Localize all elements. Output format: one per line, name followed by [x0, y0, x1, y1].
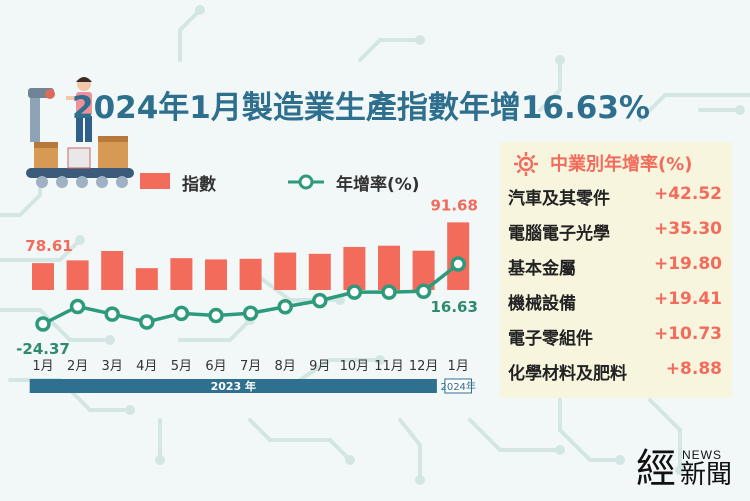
x-tick-label: 1月: [32, 359, 53, 374]
x-tick-label: 9月: [309, 359, 330, 374]
bar-value-label: 78.61: [25, 237, 72, 255]
legend: 指數 年增率(%): [140, 170, 440, 195]
brand-logo-news: NEWS: [682, 448, 722, 462]
bar: [447, 222, 470, 290]
growth-point: [173, 305, 190, 322]
growth-point: [104, 306, 120, 322]
bar: [274, 252, 297, 290]
panel-row: 汽車及其零件 +42.52: [508, 180, 726, 214]
bar: [101, 251, 124, 290]
legend-bar-label: 指數: [182, 175, 216, 195]
growth-point: [381, 284, 397, 300]
x-tick-label: 4月: [136, 359, 157, 374]
brand-logo-big: 經: [636, 446, 676, 492]
panel-title: 中業別年增率(%): [550, 154, 693, 175]
growth-point: [277, 299, 293, 315]
panel-row: 化學材料及肥料 +8.88: [508, 355, 726, 389]
panel-row-name: 機械設備: [508, 294, 576, 314]
legend-line-label: 年增率(%): [336, 175, 420, 195]
growth-point: [35, 316, 51, 332]
bar: [205, 259, 227, 290]
bar: [308, 253, 331, 290]
bar: [66, 260, 89, 290]
panel-row-name: 電腦電子光學: [508, 224, 610, 244]
x-tick-label: 11月: [374, 359, 404, 374]
brand-logo: 經 NEWS 新聞: [636, 446, 744, 492]
factory-conveyor-illustration: [26, 77, 134, 188]
x-tick-label: 6月: [205, 359, 226, 374]
panel-row-name: 電子零組件: [508, 329, 593, 349]
x-tick-label: 3月: [102, 359, 123, 374]
growth-point: [242, 305, 259, 321]
x-tick-label: 8月: [275, 359, 296, 374]
x-tick-label: 2月: [67, 359, 88, 374]
bar: [239, 258, 262, 290]
bar: [32, 263, 54, 290]
year-group-bar: [444, 378, 472, 394]
x-tick-label: 5月: [171, 359, 192, 374]
year-group-label: 2023 年: [211, 379, 256, 393]
growth-value-label: -24.37: [16, 340, 70, 358]
bar: [343, 246, 366, 290]
growth-point: [139, 314, 155, 330]
growth-point: [312, 292, 328, 309]
panel-row-name: 化學材料及肥料: [508, 364, 627, 384]
panel-row-name: 基本金屬: [508, 259, 576, 279]
growth-point: [69, 298, 86, 315]
panel-row: 基本金屬 +19.80: [508, 250, 726, 284]
panel-row-value: +10.73: [653, 324, 722, 344]
panel-row-value: +42.52: [653, 184, 722, 204]
panel-row-value: +19.41: [653, 289, 722, 309]
panel-row: 電腦電子光學 +35.30: [508, 215, 726, 249]
x-tick-label: 1月: [448, 359, 469, 374]
year-group-bar: [29, 379, 437, 393]
bar: [378, 245, 400, 290]
gear-wrench-icon: [514, 152, 538, 176]
growth-value-label: 16.63: [430, 298, 477, 316]
panel-row: 電子零組件 +10.73: [508, 320, 726, 354]
legend-bar-swatch: [140, 173, 170, 189]
panel-row: 機械設備 +19.41: [508, 285, 726, 319]
legend-line-swatch: [288, 174, 324, 190]
year-group-label: 2024年: [440, 380, 475, 393]
panel-row-value: +35.30: [653, 219, 722, 239]
panel-row-value: +8.88: [665, 359, 722, 379]
bar: [170, 258, 193, 290]
growth-point: [208, 307, 224, 324]
industry-growth-panel: 中業別年增率(%) 汽車及其零件 +42.52 電腦電子光學 +35.30 基本金屬 +1…: [500, 142, 732, 398]
x-tick-label: 7月: [240, 359, 261, 374]
bar: [412, 250, 435, 290]
x-tick-label: 10月: [340, 359, 370, 374]
chart-title: 2024年1月製造業生產指數年增16.63%: [72, 90, 650, 126]
growth-point: [450, 256, 466, 272]
brand-logo-small: 新聞: [680, 460, 733, 490]
x-tick-label: 12月: [409, 359, 439, 374]
bar: [135, 268, 158, 290]
growth-point: [415, 283, 432, 300]
panel-row-value: +19.80: [653, 254, 722, 274]
growth-point: [346, 284, 363, 300]
bar-value-label: 91.68: [430, 196, 477, 214]
panel-row-name: 汽車及其零件: [508, 189, 610, 209]
